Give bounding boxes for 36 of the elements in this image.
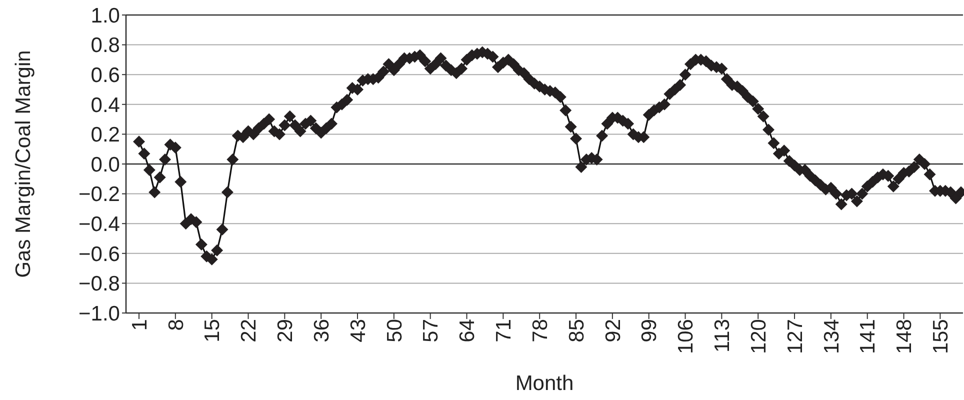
x-tick-label: 106 [674, 319, 698, 354]
y-tick-label: −0.6 [78, 242, 120, 266]
x-tick-label: 85 [565, 319, 588, 342]
x-tick-label: 120 [747, 319, 770, 354]
y-tick-label: 0.4 [90, 94, 120, 117]
x-tick-label: 50 [383, 319, 406, 342]
y-tick-label: 0.0 [90, 153, 120, 176]
y-tick-label: 0.2 [90, 124, 120, 147]
x-tick-label: 57 [420, 319, 443, 342]
y-tick-label: 0.8 [90, 34, 120, 58]
x-tick-label: 1 [128, 319, 152, 331]
x-tick-label: 64 [456, 318, 480, 342]
y-tick-label: −0.4 [78, 212, 120, 236]
x-tick-label: 29 [274, 319, 298, 342]
x-tick-label: 134 [820, 318, 844, 354]
y-tick-label: −0.8 [78, 272, 120, 296]
x-tick-label: 8 [164, 319, 188, 331]
x-tick-label: 99 [638, 319, 662, 342]
y-tick-label: 1.0 [90, 4, 120, 28]
x-tick-label: 22 [238, 319, 261, 342]
x-axis-title: Month [515, 372, 574, 395]
y-tick-label: −0.2 [78, 183, 120, 206]
x-tick-label: 78 [528, 319, 552, 342]
x-tick-label: 127 [784, 319, 807, 354]
x-tick-label: 71 [492, 319, 516, 342]
x-tick-label: 15 [201, 319, 224, 342]
x-tick-label: 148 [893, 319, 916, 354]
x-tick-label: 113 [711, 319, 734, 352]
y-tick-label: 0.6 [90, 64, 120, 87]
x-tick-label: 141 [856, 319, 880, 354]
x-tick-label: 92 [602, 319, 625, 342]
x-tick-label: 155 [930, 319, 953, 354]
x-tick-label: 43 [346, 319, 370, 342]
y-tick-label: −1.0 [78, 302, 120, 326]
y-axis-title: Gas Margin/Coal Margin [12, 50, 35, 278]
x-tick-label: 36 [310, 319, 334, 342]
